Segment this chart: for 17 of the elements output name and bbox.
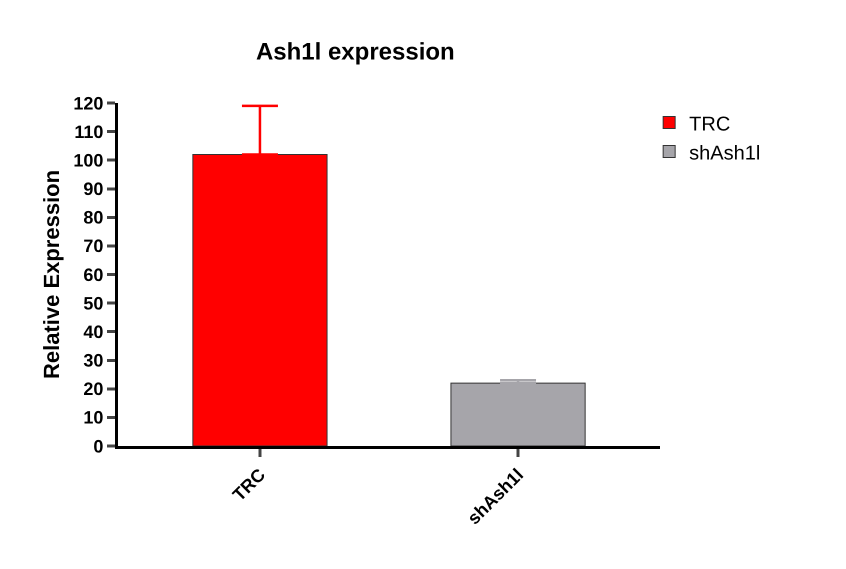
- legend-label: shAsh1l: [689, 142, 760, 164]
- y-tick-label: 60: [83, 264, 104, 285]
- chart-title: Ash1l expression: [256, 38, 455, 66]
- y-tick-label: 10: [83, 408, 104, 428]
- y-tick-label: 20: [83, 379, 104, 400]
- y-tick-label: 30: [83, 350, 104, 371]
- y-tick-label: 80: [83, 208, 104, 228]
- y-tick-label: 100: [73, 150, 104, 170]
- legend-label: TRC: [689, 113, 730, 136]
- y-axis-title: Relative Expression: [39, 170, 64, 380]
- y-tick-label: 120: [73, 93, 104, 114]
- y-tick-label: 40: [83, 322, 104, 342]
- y-tick-label: 70: [83, 236, 104, 256]
- y-tick-label: 90: [83, 179, 104, 200]
- y-tick-label: 50: [83, 293, 104, 314]
- y-tick-label: 110: [74, 122, 104, 142]
- y-tick-label: 0: [93, 436, 104, 456]
